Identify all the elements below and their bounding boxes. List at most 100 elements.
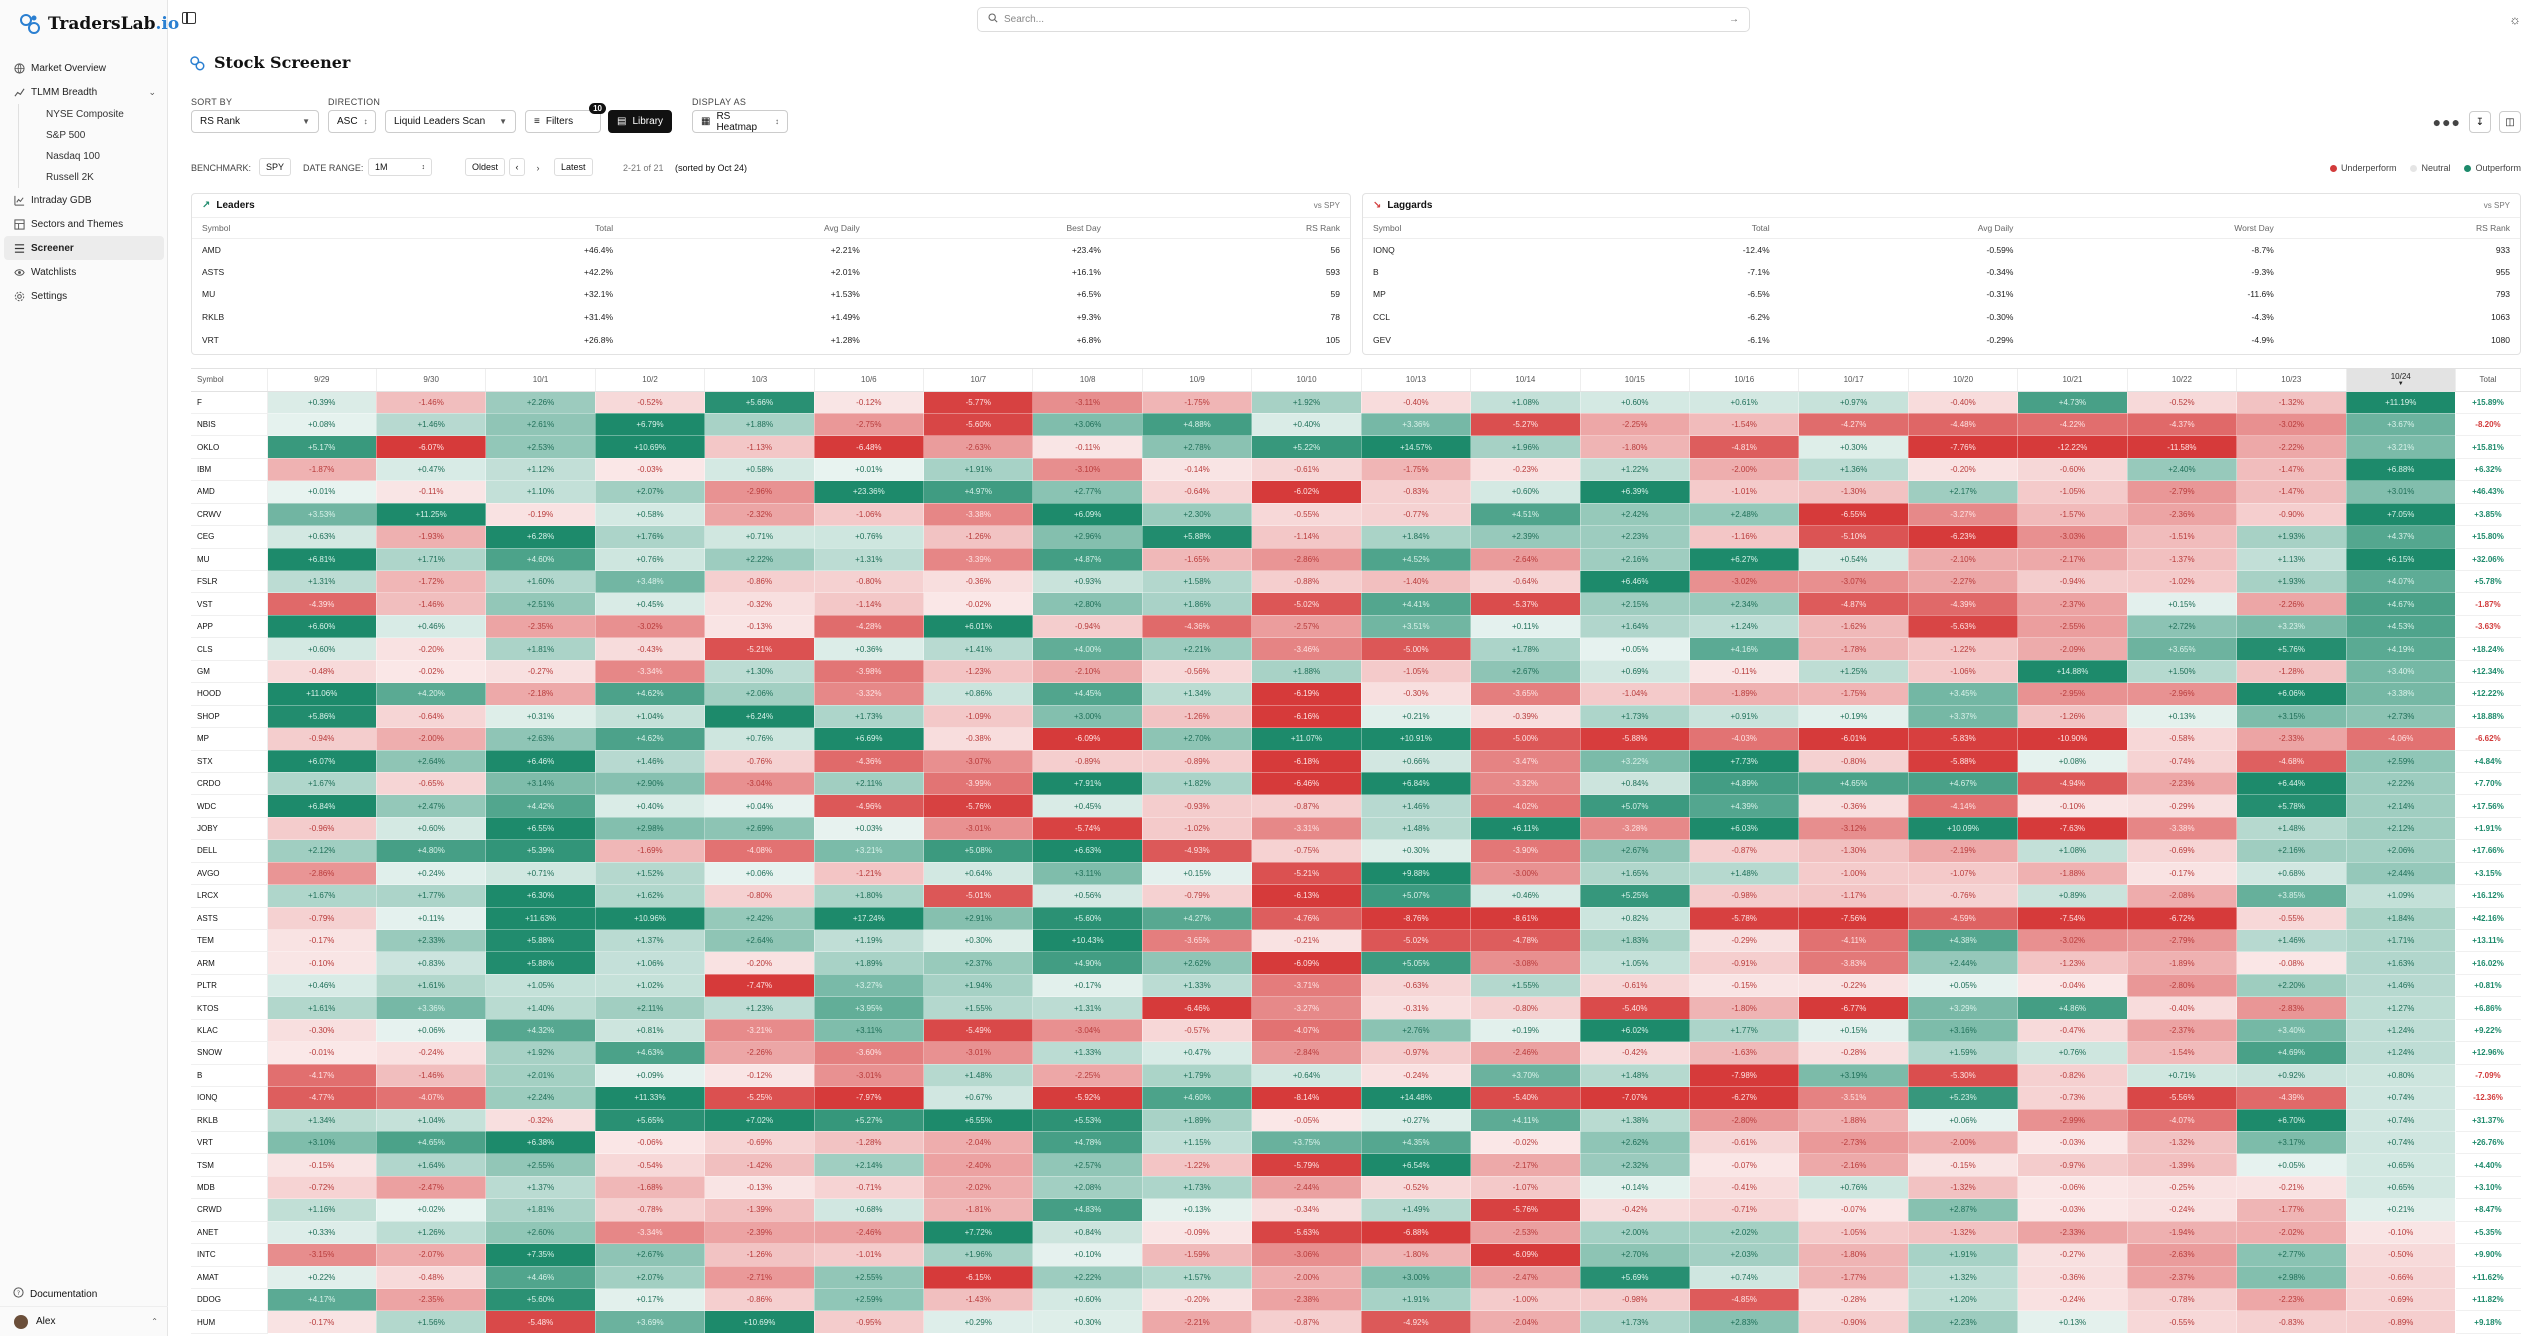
heat-cell[interactable]: -0.94% [1032, 615, 1143, 639]
heat-cell[interactable]: -2.40% [923, 1153, 1034, 1177]
heat-cell[interactable]: +1.61% [267, 996, 377, 1020]
heat-cell[interactable]: -2.33% [2236, 727, 2347, 751]
heat-cell[interactable]: +5.39% [485, 839, 596, 863]
heat-cell[interactable]: -3.01% [814, 1064, 925, 1088]
heat-cell[interactable]: -2.80% [2127, 974, 2238, 998]
heat-cell[interactable]: -0.78% [595, 1198, 706, 1222]
heat-cell[interactable]: -2.23% [2127, 772, 2238, 796]
heat-cell[interactable]: -3.10% [1032, 458, 1143, 482]
scan-select[interactable]: Liquid Leaders Scan ▼ [385, 110, 516, 133]
heat-cell[interactable]: +2.06% [704, 682, 815, 706]
heat-cell[interactable]: +0.30% [923, 929, 1034, 953]
heat-cell[interactable]: +0.74% [1689, 1266, 1800, 1290]
heatmap-row[interactable]: TSM -0.15% +1.64% +2.55% -0.54% -1.42% +2.14% -… [191, 1153, 2521, 1177]
column-header-date[interactable]: 10/23 [2236, 369, 2347, 392]
heat-cell[interactable]: -6.88% [1361, 1221, 1472, 1245]
heat-cell[interactable]: +4.69% [2236, 1041, 2347, 1065]
heat-cell[interactable]: -1.75% [1142, 391, 1253, 414]
heat-cell[interactable]: -3.71% [1251, 974, 1362, 998]
heat-cell[interactable]: +3.37% [1908, 705, 2019, 729]
heatmap-row[interactable]: PLTR +0.46% +1.61% +1.05% +1.02% -7.47% +3.27%… [191, 974, 2521, 998]
heat-cell[interactable]: -5.49% [923, 1019, 1034, 1043]
column-header[interactable]: Total [1574, 218, 1780, 239]
heat-cell[interactable]: +2.91% [923, 907, 1034, 931]
heat-cell[interactable]: +3.75% [1251, 1131, 1362, 1155]
heat-cell[interactable]: -0.87% [1689, 839, 1800, 863]
heat-cell[interactable]: +4.35% [1361, 1131, 1472, 1155]
heat-cell[interactable]: -0.25% [2127, 1176, 2238, 1200]
heat-cell[interactable]: -2.84% [1251, 1041, 1362, 1065]
heat-cell[interactable]: -1.80% [1361, 1243, 1472, 1267]
heat-cell[interactable]: -0.97% [2017, 1153, 2128, 1177]
heat-cell[interactable]: +4.20% [376, 682, 487, 706]
heat-cell[interactable]: -0.02% [923, 592, 1034, 616]
heat-cell[interactable]: +2.34% [1689, 592, 1800, 616]
heat-cell[interactable]: +0.13% [1142, 1198, 1253, 1222]
heat-cell[interactable]: +1.89% [1142, 1109, 1253, 1132]
heat-cell[interactable]: -8.14% [1251, 1086, 1362, 1110]
heat-cell[interactable]: -3.65% [1142, 929, 1253, 953]
heat-cell[interactable]: +3.19% [1798, 1064, 1909, 1088]
heat-cell[interactable]: +6.39% [1580, 480, 1691, 504]
symbol-cell[interactable]: SNOW [191, 1041, 268, 1065]
heat-cell[interactable]: +3.10% [267, 1131, 377, 1155]
search-bar[interactable]: Search... → [977, 7, 1750, 32]
heat-cell[interactable]: -0.34% [1251, 1198, 1362, 1222]
heat-cell[interactable]: +4.37% [2346, 525, 2456, 549]
column-header-date[interactable]: 10/24 ▼ [2346, 369, 2456, 392]
heat-cell[interactable]: +1.77% [376, 884, 487, 908]
heat-cell[interactable]: +1.40% [485, 996, 596, 1020]
heat-cell[interactable]: +3.40% [2346, 660, 2456, 684]
heat-cell[interactable]: -1.21% [814, 862, 925, 886]
heat-cell[interactable]: +2.69% [704, 817, 815, 841]
heat-cell[interactable]: -6.27% [1689, 1086, 1800, 1110]
heatmap-row[interactable]: CRWD +1.16% +0.02% +1.81% -0.78% -1.39% +0.68%… [191, 1198, 2521, 1222]
heat-cell[interactable]: +1.62% [595, 884, 706, 908]
heat-cell[interactable]: -2.86% [267, 862, 377, 886]
heat-cell[interactable]: +3.27% [814, 974, 925, 998]
heat-cell[interactable]: -2.02% [2236, 1221, 2347, 1245]
column-header[interactable]: Symbol [192, 218, 406, 239]
search-input[interactable]: Search... [1004, 14, 1045, 25]
heat-cell[interactable]: -0.52% [2127, 391, 2238, 414]
column-header-symbol[interactable]: Symbol [191, 369, 268, 392]
column-header-date[interactable]: 9/30 [376, 369, 487, 392]
heat-cell[interactable]: +2.77% [1032, 480, 1143, 504]
column-header-date[interactable]: 10/2 [595, 369, 706, 392]
heat-cell[interactable]: -6.46% [1251, 772, 1362, 796]
heat-cell[interactable]: +3.11% [1032, 862, 1143, 886]
column-header-date[interactable]: 10/8 [1032, 369, 1143, 392]
heat-cell[interactable]: +1.82% [1142, 772, 1253, 796]
heatmap-row[interactable]: JOBY -0.96% +0.60% +6.55% +2.98% +2.69% +0.03%… [191, 817, 2521, 841]
heat-cell[interactable]: -8.76% [1361, 907, 1472, 931]
heat-cell[interactable]: -5.21% [704, 637, 815, 661]
heat-cell[interactable]: +6.06% [2236, 682, 2347, 706]
heat-cell[interactable]: -2.95% [2017, 682, 2128, 706]
heat-cell[interactable]: +1.06% [595, 951, 706, 975]
heat-cell[interactable]: +0.46% [1470, 884, 1581, 908]
heat-cell[interactable]: -2.96% [2127, 682, 2238, 706]
heatmap-row[interactable]: SHOP +5.86% -0.64% +0.31% +1.04% +6.24% +1.73%… [191, 705, 2521, 729]
heat-cell[interactable]: -1.46% [376, 592, 487, 616]
heat-cell[interactable]: +1.60% [485, 570, 596, 594]
heat-cell[interactable]: +5.25% [1580, 884, 1691, 908]
heat-cell[interactable]: +10.43% [1032, 929, 1143, 953]
heat-cell[interactable]: -4.08% [704, 839, 815, 863]
heat-cell[interactable]: +2.06% [2346, 839, 2456, 863]
heat-cell[interactable]: -1.77% [1798, 1266, 1909, 1290]
table-row[interactable]: MP -6.5% -0.31% -11.6% 793 [1363, 283, 2520, 306]
heat-cell[interactable]: -5.48% [485, 1310, 596, 1334]
heat-cell[interactable]: -6.77% [1798, 996, 1909, 1020]
heat-cell[interactable]: +4.63% [595, 1041, 706, 1065]
heat-cell[interactable]: +3.15% [2236, 705, 2347, 729]
heat-cell[interactable]: +2.39% [1470, 525, 1581, 549]
heat-cell[interactable]: +0.09% [595, 1064, 706, 1088]
heat-cell[interactable]: +1.46% [1361, 794, 1472, 818]
sidebar-subitem-russell2k[interactable]: Russell 2K [18, 167, 164, 188]
heat-cell[interactable]: +1.05% [1580, 951, 1691, 975]
heat-cell[interactable]: +2.73% [2346, 705, 2456, 729]
heat-cell[interactable]: -0.61% [1251, 458, 1362, 482]
heat-cell[interactable]: +3.45% [1908, 682, 2019, 706]
heat-cell[interactable]: +0.40% [595, 794, 706, 818]
heat-cell[interactable]: -3.00% [1470, 862, 1581, 886]
